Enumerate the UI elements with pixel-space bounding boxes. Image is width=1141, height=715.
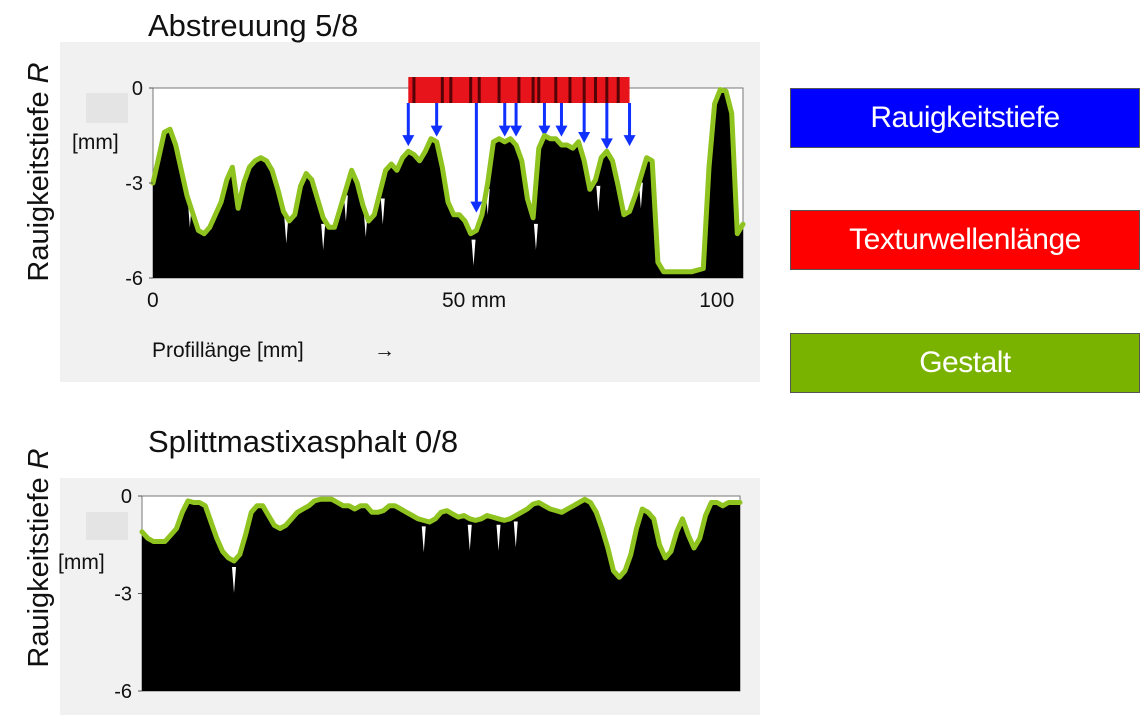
top-y-tick-label: 0 [132,78,143,100]
texture-band-dark-stripe [412,77,416,103]
top-plot-area: 0-3-60 50 mm 100 [125,77,746,312]
bottom-chart-title: Splittmastixasphalt 0/8 [148,424,458,459]
bottom-y-unit-label: [mm] [58,551,105,574]
top-y-axis-label-text: Rauigkeitstiefe [23,83,55,281]
texture-band-dark-stripe [537,77,541,103]
top-y-unit-label: [mm] [72,131,119,154]
top-profile-area [153,89,743,278]
bottom-valley-spike [467,524,472,551]
bottom-valley-spike [421,526,426,553]
depth-arrow-head [510,125,523,137]
bottom-valley-spike [232,567,236,593]
texture-band-dark-stripe [497,77,501,103]
bottom-y-axis-label-variable: R [23,448,55,469]
bottom-valley-spike [513,521,518,548]
top-x-tick-label: 100 [699,289,734,312]
bottom-valley-spike [496,524,501,551]
top-valley-spike [343,195,348,222]
top-chart-title: Abstreuung 5/8 [148,8,358,43]
top-y-tick-label: -3 [125,173,143,195]
bottom-y-tick-label: -6 [114,681,132,703]
texture-band-dark-stripe [616,77,620,103]
top-y-axis-label-variable: R [23,62,55,83]
texture-band-dark-stripe [582,77,586,103]
depth-arrow-head [470,201,483,213]
legend-label-texturwellenlaenge: Texturwellenlänge [849,223,1081,256]
texture-band-dark-stripe [440,77,444,103]
legend-label-gestalt: Gestalt [919,346,1011,379]
legend-item-texturwellenlaenge: Texturwellenlänge [790,210,1140,270]
top-valley-spike [284,217,289,244]
texture-band-dark-stripe [554,77,558,103]
depth-arrow-head [498,125,511,137]
top-valley-spike [321,223,326,250]
depth-arrow-head [555,125,568,137]
texture-band-dark-stripe [605,77,609,103]
top-valley-spike [471,239,476,266]
top-x-tick-label: 50 mm [442,289,506,312]
depth-arrow-head [600,138,613,150]
top-x-tick-label: 0 [147,289,159,312]
texture-band-dark-stripe [449,77,453,103]
texture-band-dark-stripe [517,77,521,103]
texture-band-dark-stripe [477,77,481,103]
depth-arrow-head [538,125,551,137]
texture-band-dark-stripe [469,77,473,103]
top-valley-spike [533,223,538,250]
bottom-plot-area: 0 -3 -6 [114,486,743,703]
depth-arrow-head [578,132,591,143]
top-x-axis-label: Profillänge [mm] [152,339,304,362]
top-valley-spike [638,182,643,209]
top-x-axis-arrow: → [374,339,395,362]
top-valley-spike [380,198,385,225]
top-y-axis-label: Rauigkeitstiefe R [23,62,55,281]
bottom-y-axis-label: Rauigkeitstiefe R [23,448,55,667]
legend-label-rauigkeitstiefe: Rauigkeitstiefe [870,101,1060,134]
depth-arrow-head [402,135,415,147]
depth-arrow-head [623,135,636,147]
top-y-tick-label: -6 [125,268,143,290]
legend-item-gestalt: Gestalt [790,333,1140,393]
depth-arrow-head [430,125,443,137]
texture-band-dark-stripe [594,77,597,103]
texture-band-dark-stripe [568,77,572,103]
legend-item-rauigkeitstiefe: Rauigkeitstiefe [790,88,1140,148]
bottom-y-tick-label: -3 [114,584,132,606]
texture-band-dark-stripe [531,77,535,103]
top-gestalt-line [150,87,746,275]
bottom-label-patch [86,512,128,540]
top-valley-spike [596,185,601,212]
bottom-y-tick-label: 0 [121,486,132,508]
bottom-gestalt-line [139,496,743,580]
bottom-profile-area [142,499,740,691]
top-label-patch [86,93,128,123]
bottom-y-axis-label-text: Rauigkeitstiefe [23,469,55,667]
